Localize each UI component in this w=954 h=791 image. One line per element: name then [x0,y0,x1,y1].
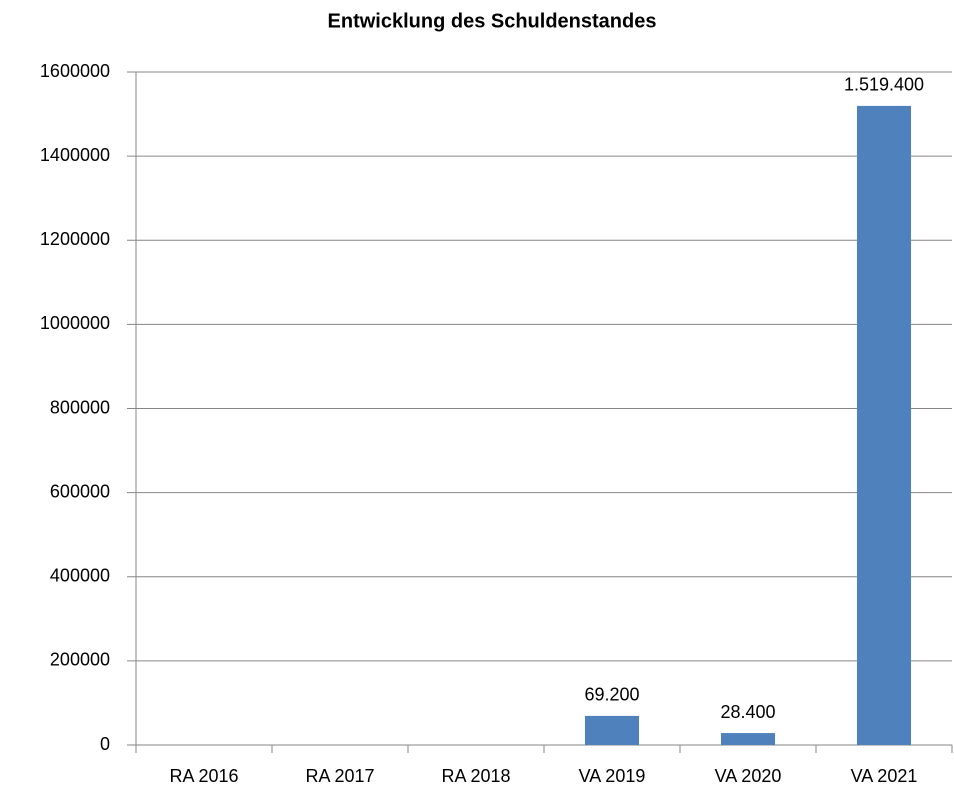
data-label: 69.200 [584,685,639,705]
y-tick-label: 600000 [50,481,110,501]
x-tick-label: RA 2016 [169,766,238,786]
x-tick-label: VA 2021 [851,766,918,786]
x-tick-label: VA 2019 [579,766,646,786]
data-label: 1.519.400 [844,75,924,95]
bar [857,105,911,746]
y-tick-label: 1000000 [40,313,110,333]
x-tick-label: RA 2017 [305,766,374,786]
bar [721,733,775,745]
y-tick-label: 200000 [50,650,110,670]
bar [585,715,639,745]
y-tick-label: 1600000 [40,61,110,81]
y-tick-label: 400000 [50,566,110,586]
data-label: 28.400 [720,702,775,722]
y-tick-label: 0 [100,734,110,754]
x-tick-label: RA 2018 [441,766,510,786]
x-tick-label: VA 2020 [715,766,782,786]
chart-title: Entwicklung des Schuldenstandes [328,10,657,32]
y-tick-label: 800000 [50,397,110,417]
y-tick-label: 1200000 [40,229,110,249]
y-tick-label: 1400000 [40,145,110,165]
